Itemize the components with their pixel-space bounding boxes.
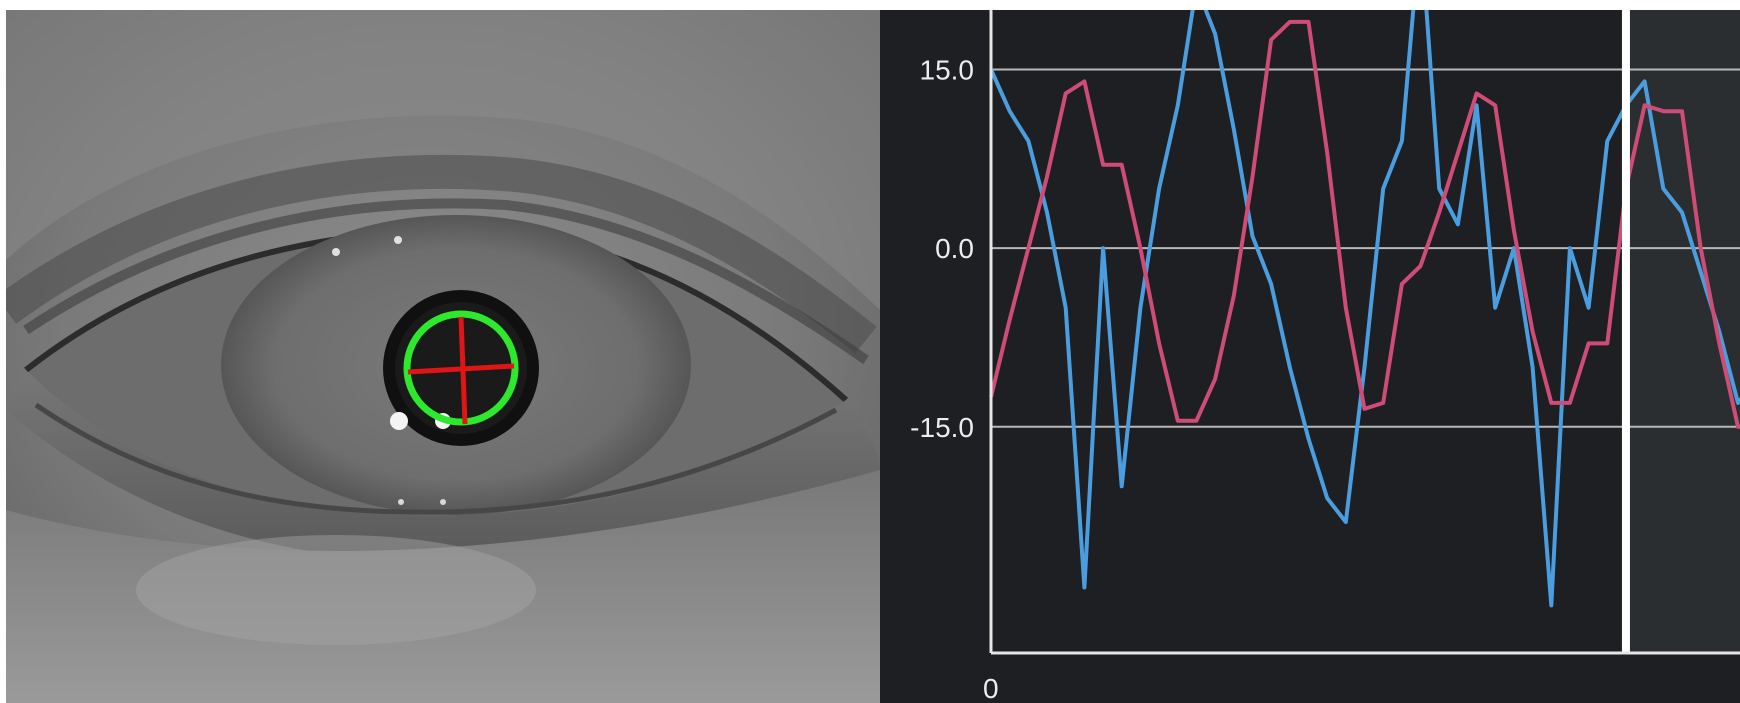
series-line-blue [989,10,1740,608]
corneal-glint [390,412,408,430]
pupil-fit-circle [403,310,519,426]
pupil-detection-overlay [403,310,519,426]
chart-background [880,10,1740,703]
y-tick-label: -15.0 [910,412,974,443]
gaze-chart-svg: 15.0 0.0 -15.0 0 [880,10,1740,703]
series-line-red [989,19,1740,429]
chart-tick-labels: 15.0 0.0 -15.0 0 [910,55,998,703]
chart-series [989,10,1740,608]
x-tick-label: 0 [983,673,999,703]
y-tick-label: 15.0 [920,55,975,86]
eye-camera-image [6,10,880,703]
y-tick-label: 0.0 [935,233,974,264]
pupil-crosshair-horizontal [407,363,515,375]
eye-camera-feed [6,10,880,703]
gaze-signal-chart: 15.0 0.0 -15.0 0 [880,10,1740,703]
